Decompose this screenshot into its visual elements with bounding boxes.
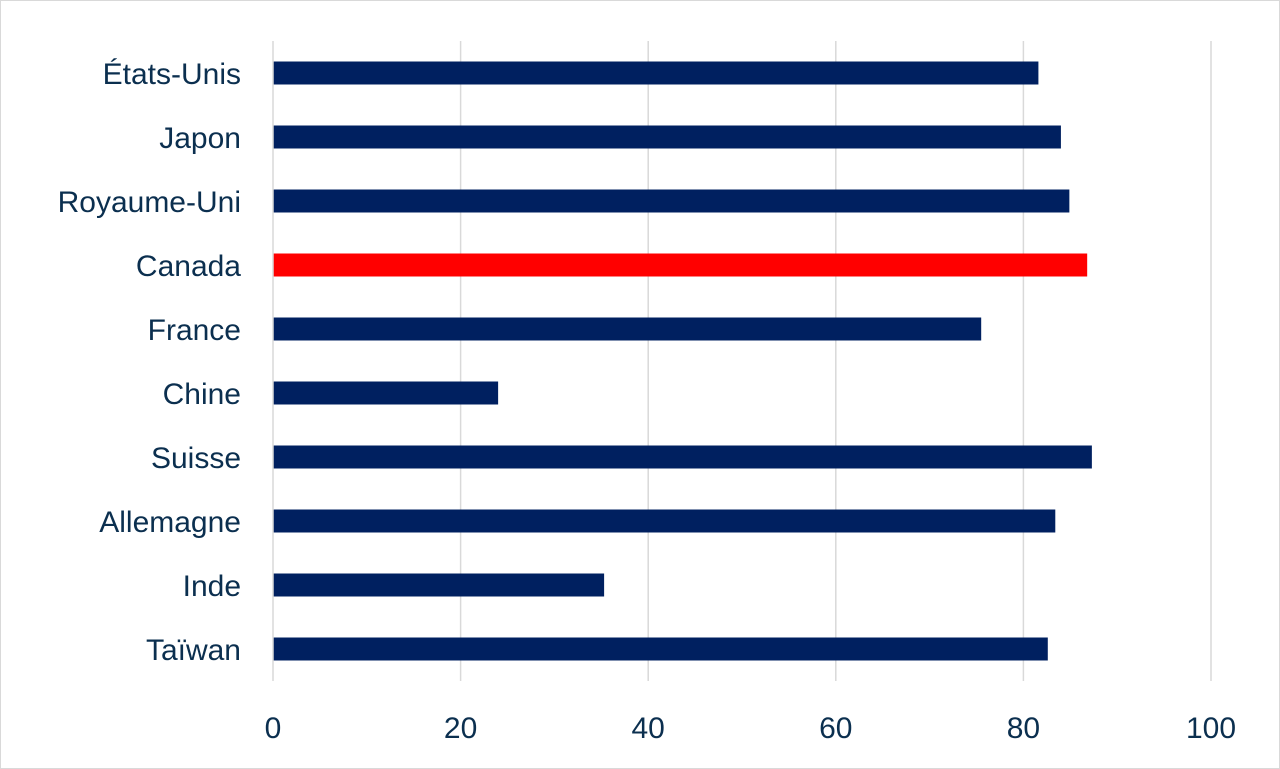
x-tick-label-40: 40 xyxy=(632,712,665,745)
x-tick-labels: 0 20 40 60 80 100 xyxy=(265,712,1236,745)
bar-3 xyxy=(273,189,1070,213)
x-tick-label-60: 60 xyxy=(819,712,852,745)
bar-6 xyxy=(273,381,499,405)
bar-5 xyxy=(273,317,982,341)
bar-9 xyxy=(273,573,605,597)
bar-10 xyxy=(273,637,1048,661)
category-label-4: Canada xyxy=(136,250,241,283)
x-tick-label-20: 20 xyxy=(444,712,477,745)
category-label-7: Suisse xyxy=(151,442,241,475)
x-tick-label-80: 80 xyxy=(1007,712,1040,745)
category-label-8: Allemagne xyxy=(99,506,241,539)
bar-8 xyxy=(273,509,1056,533)
bars xyxy=(273,61,1092,661)
category-label-10: Taïwan xyxy=(146,634,241,667)
x-tick-label-100: 100 xyxy=(1186,712,1236,745)
category-label-1: États-Unis xyxy=(103,58,241,91)
bar-1 xyxy=(273,61,1039,85)
category-label-3: Royaume-Uni xyxy=(58,186,241,219)
x-tick-label-0: 0 xyxy=(265,712,282,745)
bar-4 xyxy=(273,253,1088,277)
category-label-2: Japon xyxy=(159,122,241,155)
category-label-9: Inde xyxy=(183,570,241,603)
category-label-6: Chine xyxy=(163,378,241,411)
category-label-5: France xyxy=(148,314,241,347)
bar-2 xyxy=(273,125,1061,149)
category-labels: États-Unis Japon Royaume-Uni Canada France Ch… xyxy=(58,58,242,667)
bar-7 xyxy=(273,445,1092,469)
